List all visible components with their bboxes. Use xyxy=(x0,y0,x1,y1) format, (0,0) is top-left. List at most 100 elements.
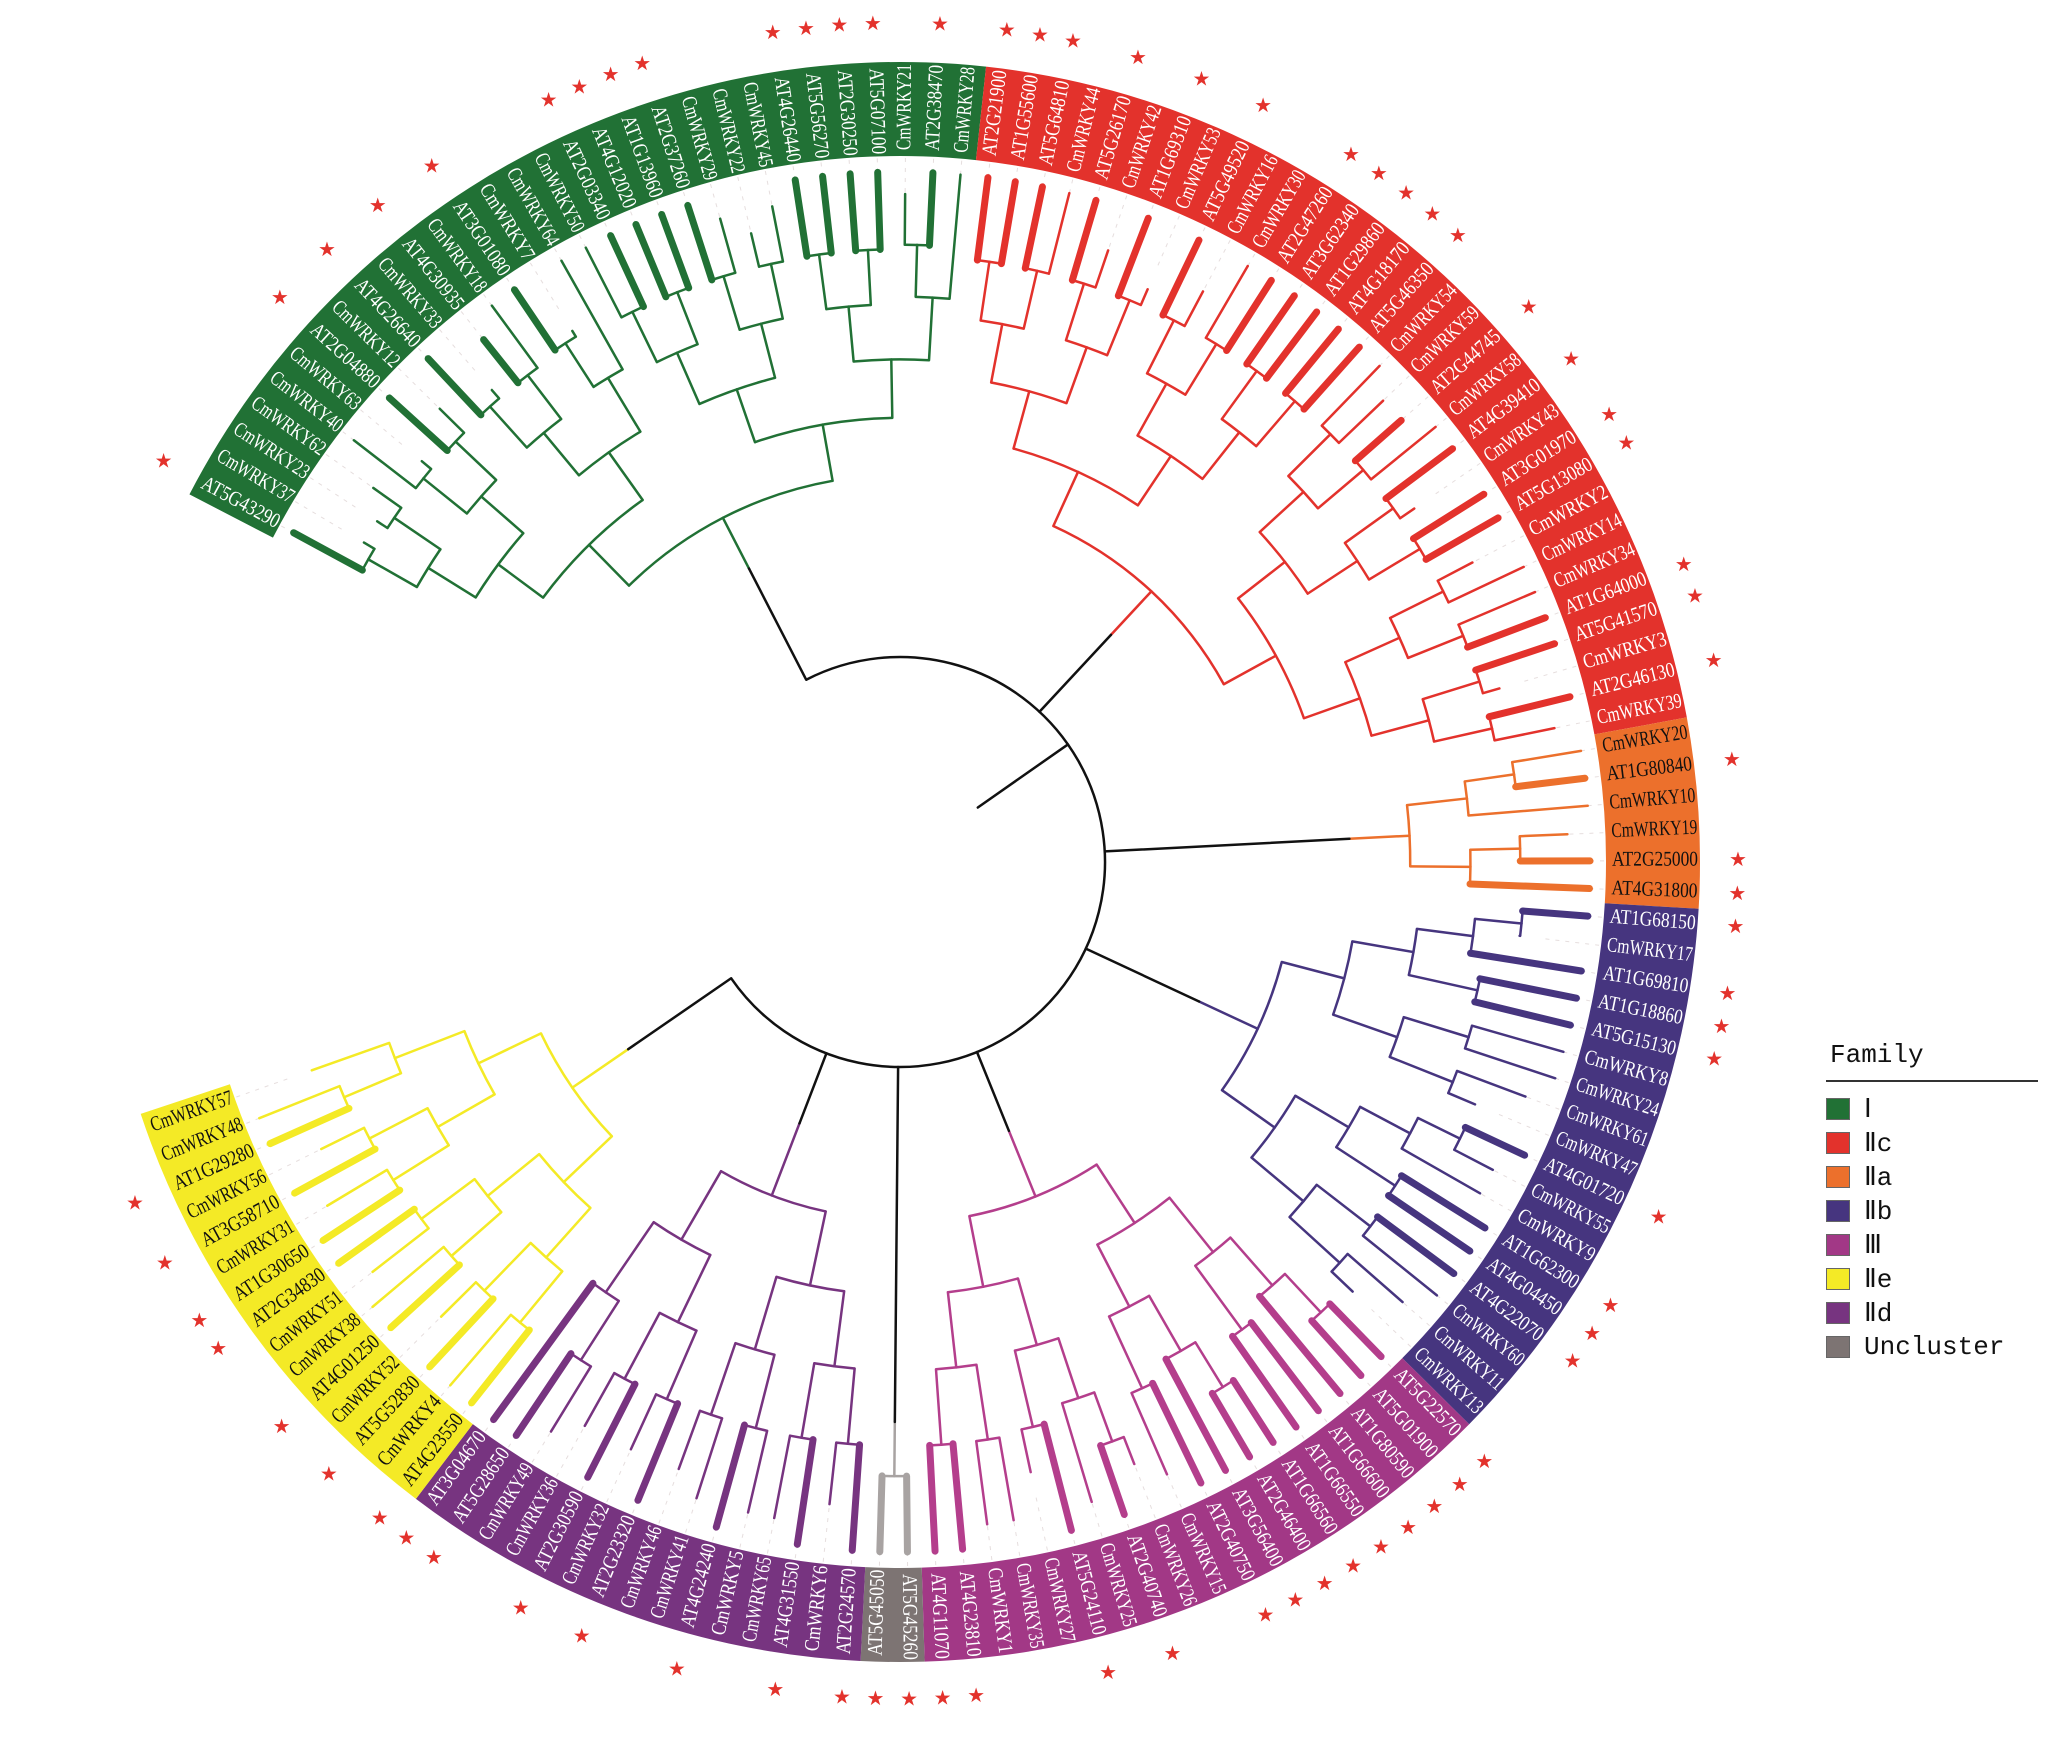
star-icon: ★ xyxy=(1193,67,1211,91)
leaf-branch xyxy=(438,407,466,435)
branch xyxy=(1432,727,1494,743)
branch xyxy=(564,342,595,389)
branch xyxy=(587,543,631,587)
leaf-branch xyxy=(1453,1148,1495,1172)
branch xyxy=(1222,654,1278,686)
star-icon: ★ xyxy=(934,1685,952,1709)
leaf-branch xyxy=(1346,1252,1404,1304)
leaf-branch xyxy=(266,1104,353,1148)
branch xyxy=(631,310,659,364)
leaf-branch xyxy=(1351,416,1405,465)
leaf-branch xyxy=(1464,614,1549,651)
branch xyxy=(1402,1015,1470,1039)
leaf-branch xyxy=(848,1441,864,1554)
leaf-branch xyxy=(1320,364,1381,427)
star-icon: ★ xyxy=(1163,1641,1181,1665)
legend-label: Uncluster xyxy=(1864,1332,2005,1362)
star-icon: ★ xyxy=(1372,1535,1390,1559)
branch xyxy=(821,423,834,483)
leaf-branch xyxy=(634,1400,682,1504)
legend-swatch xyxy=(1826,1336,1850,1358)
leaf-branch xyxy=(1382,445,1457,503)
star-icon: ★ xyxy=(1449,223,1467,247)
star-icon: ★ xyxy=(633,51,651,75)
branch xyxy=(927,296,934,362)
branch xyxy=(1416,1116,1462,1140)
legend-label: Ⅲ xyxy=(1864,1230,1882,1261)
branch xyxy=(1331,1013,1399,1039)
leaf-leader xyxy=(1524,665,1577,682)
star-icon: ★ xyxy=(1650,1205,1668,1229)
star-icon: ★ xyxy=(830,13,848,37)
branch xyxy=(1250,1156,1305,1203)
legend-label: Ⅱb xyxy=(1864,1196,1893,1227)
star-icon: ★ xyxy=(1705,1047,1723,1071)
leaf-branch xyxy=(449,1313,513,1387)
leaf-branch xyxy=(793,1436,817,1548)
leaf-branch xyxy=(352,439,418,490)
branch xyxy=(914,243,919,299)
leaf-branch xyxy=(974,1439,989,1526)
star-icon: ★ xyxy=(423,154,441,178)
leaf-branch xyxy=(1229,1332,1300,1431)
leaf-branch xyxy=(925,169,937,249)
star-icon: ★ xyxy=(1423,201,1441,225)
branch xyxy=(1469,847,1522,851)
star-icon: ★ xyxy=(1713,1014,1731,1038)
backbone-branch xyxy=(798,1052,828,1125)
star-icon: ★ xyxy=(797,16,815,40)
branch xyxy=(1093,1391,1114,1443)
branch xyxy=(579,1299,621,1362)
backbone-branch xyxy=(1084,947,1201,1003)
branch xyxy=(436,1093,496,1129)
legend-item-IIa: Ⅱa xyxy=(1826,1160,2046,1194)
branch xyxy=(989,322,1004,384)
leaf-leader xyxy=(1371,1309,1412,1347)
leaf-branch xyxy=(490,388,501,400)
branch xyxy=(1220,369,1258,421)
branch xyxy=(676,1253,712,1324)
leaf-leader xyxy=(822,1508,830,1562)
branch xyxy=(1288,1215,1341,1265)
branch xyxy=(1052,470,1080,528)
star-icon: ★ xyxy=(1344,1553,1362,1577)
star-icon: ★ xyxy=(1728,881,1746,905)
star-icon: ★ xyxy=(318,237,336,261)
branch xyxy=(422,477,469,515)
leaf-leader xyxy=(1135,1467,1156,1519)
legend-swatch xyxy=(1826,1200,1850,1222)
leaf-branch xyxy=(468,1326,533,1407)
star-icon: ★ xyxy=(1601,1293,1619,1317)
star-icon: ★ xyxy=(833,1684,851,1708)
branch xyxy=(1280,960,1346,980)
family-ring-segment-III xyxy=(921,1358,1470,1662)
branch xyxy=(722,274,741,331)
leaf-branch xyxy=(258,1084,341,1120)
legend-item-IIb: Ⅱb xyxy=(1826,1194,2046,1228)
branch xyxy=(544,1206,592,1259)
branch xyxy=(893,1420,897,1478)
leaf-branch xyxy=(772,1434,792,1520)
leaf-branch xyxy=(746,1429,769,1514)
legend-item-I: Ⅰ xyxy=(1826,1092,2046,1126)
leaf-branch xyxy=(1518,832,1569,838)
branch xyxy=(968,1214,985,1289)
leaf-branch xyxy=(490,304,539,370)
leaf-branch xyxy=(1385,1192,1474,1255)
branch xyxy=(1367,547,1422,581)
leaf-branch xyxy=(876,1472,886,1556)
leaf-branch xyxy=(584,246,623,319)
leaf-branch xyxy=(510,286,559,354)
branch xyxy=(1147,1294,1183,1353)
family-ring-segment-IIe xyxy=(140,1084,473,1499)
family-ring-segment-I xyxy=(189,61,987,538)
leaf-label: AT5G07100 xyxy=(865,68,892,155)
star-icon: ★ xyxy=(1064,29,1082,53)
star-icon: ★ xyxy=(1719,981,1737,1005)
leaf-leader xyxy=(269,1150,318,1176)
leaf-branch xyxy=(749,232,761,268)
leaf-branch xyxy=(512,1350,575,1439)
leaf-branch xyxy=(1326,1300,1385,1361)
leaf-branch xyxy=(1476,975,1580,1002)
